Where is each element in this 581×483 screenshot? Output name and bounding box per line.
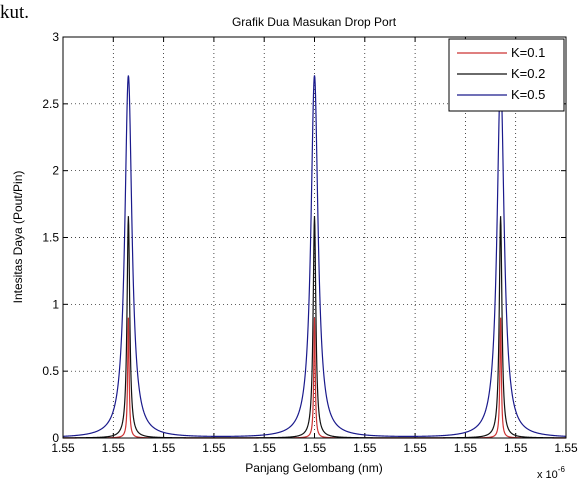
legend-label: K=0.1 <box>511 45 545 60</box>
x-tick-label: 1.55 <box>102 441 126 455</box>
x-axis-exponent-power: -6 <box>558 465 566 474</box>
y-axis-ticks: 0 0.5 1 1.5 2 2.5 3 <box>42 30 566 445</box>
y-tick-label: 2.5 <box>42 97 59 111</box>
x-tick-label: 1.55 <box>152 441 176 455</box>
series-line-K=0.5 <box>62 75 567 437</box>
page-text-fragment: kut. <box>0 2 30 23</box>
legend: K=0.1 K=0.2 K=0.5 <box>448 38 565 112</box>
x-tick-label: 1.55 <box>51 441 75 455</box>
y-tick-label: 0.5 <box>42 364 59 378</box>
x-axis-label: Panjang Gelombang (nm) <box>245 461 382 475</box>
y-tick-label: 1.5 <box>42 231 59 245</box>
y-axis-label: Intesitas Daya (Pout/Pin) <box>11 171 25 304</box>
x-tick-label: 1.55 <box>454 441 478 455</box>
x-tick-label: 1.55 <box>504 441 528 455</box>
chart-title: Grafik Dua Masukan Drop Port <box>232 15 397 29</box>
x-tick-label: 1.55 <box>253 441 277 455</box>
x-tick-label: 1.55 <box>403 441 427 455</box>
y-tick-label: 2 <box>52 164 59 178</box>
legend-label: K=0.5 <box>511 87 545 102</box>
axes-frame <box>62 36 567 439</box>
x-tick-label: 1.55 <box>554 441 578 455</box>
y-tick-label: 1 <box>52 297 59 311</box>
legend-label: K=0.2 <box>511 66 545 81</box>
x-tick-label: 1.55 <box>303 441 327 455</box>
x-tick-label: 1.55 <box>202 441 226 455</box>
y-tick-label: 3 <box>52 30 59 44</box>
series-line-K=0.2 <box>63 216 566 439</box>
legend-box <box>448 38 565 112</box>
x-tick-label: 1.55 <box>353 441 377 455</box>
x-axis-ticks: 1.55 1.55 1.55 1.55 1.55 1.55 1.55 1.55 1.55 1.55… <box>51 37 578 455</box>
y-tick-label: 0 <box>52 431 59 445</box>
x-axis-exponent: x 10-6 <box>537 465 565 481</box>
